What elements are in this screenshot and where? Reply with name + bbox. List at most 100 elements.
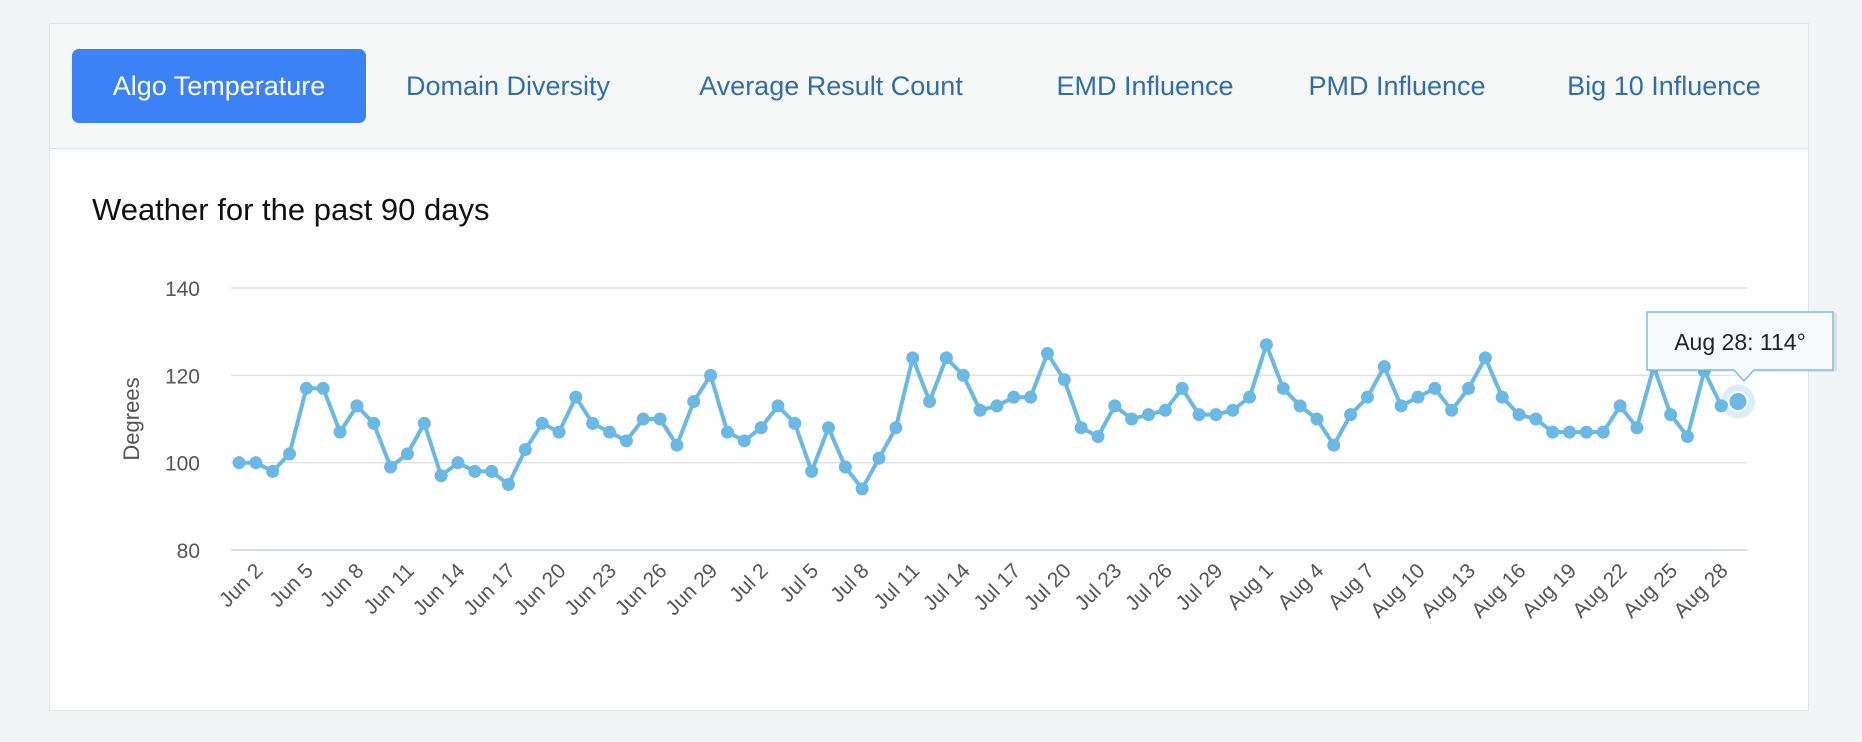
data-point <box>906 351 920 365</box>
data-point <box>1293 399 1307 413</box>
data-point <box>1445 403 1459 417</box>
y-tick-label: 80 <box>177 540 200 563</box>
y-tick-label: 120 <box>165 365 200 388</box>
data-point <box>1192 408 1206 422</box>
y-axis-title: Degrees <box>119 377 144 460</box>
tab-average-result-count[interactable]: Average Result Count <box>699 70 963 101</box>
data-point <box>1259 338 1273 352</box>
x-tick-label: Jul 11 <box>869 559 924 614</box>
data-point <box>1596 425 1610 439</box>
data-point <box>1563 425 1577 439</box>
data-point <box>1024 390 1038 404</box>
data-point <box>1462 381 1476 395</box>
data-point <box>1512 408 1526 422</box>
x-tick-label: Jun 23 <box>560 559 621 620</box>
data-point <box>1529 412 1543 426</box>
data-point <box>990 399 1004 413</box>
data-point <box>384 460 398 474</box>
x-tick-label: Jul 17 <box>969 559 1025 615</box>
x-tick-label: Jun 26 <box>611 559 672 620</box>
x-tick-label: Jun 2 <box>215 559 268 612</box>
tab-pmd-influence[interactable]: PMD Influence <box>1308 70 1486 101</box>
data-point <box>973 403 987 417</box>
tooltip: Aug 28: 114° <box>1646 311 1837 383</box>
x-tick-label: Aug 4 <box>1273 559 1328 614</box>
chart-title: Weather for the past 90 days <box>92 192 490 227</box>
data-point <box>299 381 313 395</box>
data-point <box>1108 399 1122 413</box>
data-point <box>1394 399 1408 413</box>
data-point <box>1125 412 1139 426</box>
x-tick-label: Aug 1 <box>1223 559 1278 614</box>
data-point <box>434 469 448 483</box>
data-point <box>333 425 347 439</box>
data-point <box>939 351 953 365</box>
x-tick-label: Aug 13 <box>1417 559 1480 622</box>
tab-big-10-influence[interactable]: Big 10 Influence <box>1567 70 1761 101</box>
data-point <box>552 425 566 439</box>
data-point <box>1276 381 1290 395</box>
data-point <box>1091 429 1105 443</box>
data-point <box>1630 421 1644 435</box>
tab-bar: Algo Temperature Domain Diversity Averag… <box>50 24 1808 149</box>
data-point <box>1040 347 1054 360</box>
x-tick-label: Jul 2 <box>725 559 773 607</box>
data-point <box>1579 425 1593 439</box>
data-point <box>1209 408 1223 422</box>
data-point <box>704 368 718 382</box>
data-point <box>1007 390 1021 404</box>
x-tick-label: Jul 20 <box>1020 559 1076 615</box>
data-point <box>872 451 886 465</box>
data-point <box>855 482 869 496</box>
x-tick-label: Jun 14 <box>409 559 470 620</box>
y-tick-label: 140 <box>165 278 200 301</box>
data-point <box>1613 399 1627 413</box>
x-tick-label: Aug 16 <box>1467 559 1530 622</box>
data-point <box>670 438 684 452</box>
data-point <box>1377 360 1391 374</box>
tab-emd-influence[interactable]: EMD Influence <box>1056 70 1234 101</box>
x-tick-label: Jul 26 <box>1121 559 1177 615</box>
data-point <box>1142 408 1156 422</box>
data-point <box>535 416 549 430</box>
data-point <box>468 464 482 478</box>
data-point <box>687 395 701 409</box>
data-point <box>485 464 499 478</box>
data-point <box>720 425 734 439</box>
data-point <box>316 381 330 395</box>
data-point <box>586 416 600 430</box>
data-point <box>1478 351 1492 365</box>
x-tick-label: Jul 14 <box>919 559 975 615</box>
chart-panel: Algo Temperature Domain Diversity Averag… <box>49 23 1809 711</box>
data-point <box>619 434 633 448</box>
tab-domain-diversity[interactable]: Domain Diversity <box>405 70 611 101</box>
data-point <box>518 443 532 457</box>
data-point <box>1344 408 1358 422</box>
data-point <box>1243 390 1257 404</box>
data-point <box>956 368 970 382</box>
x-tick-label: Jul 8 <box>826 559 874 607</box>
data-point <box>889 421 903 435</box>
x-tick-label: Jun 11 <box>359 559 419 619</box>
data-point <box>501 478 515 491</box>
data-point <box>1714 399 1728 413</box>
tab-algo-temperature[interactable]: Algo Temperature <box>72 49 366 123</box>
data-point <box>603 425 617 439</box>
data-point <box>1495 390 1509 404</box>
data-point <box>232 456 246 470</box>
x-tick-label: Aug 28 <box>1669 559 1732 622</box>
data-point <box>569 390 583 404</box>
x-tick-label: Aug 25 <box>1619 559 1682 622</box>
data-point <box>754 421 768 435</box>
x-tick-label: Jul 23 <box>1070 559 1126 615</box>
data-point <box>1074 421 1088 435</box>
tooltip-box <box>1646 311 1834 383</box>
y-tick-label: 100 <box>165 453 200 476</box>
data-point <box>400 447 414 461</box>
data-point <box>1327 438 1341 452</box>
data-point <box>1428 381 1442 395</box>
data-point <box>737 434 751 448</box>
x-tick-label: Aug 19 <box>1518 559 1581 622</box>
data-point <box>771 399 785 413</box>
